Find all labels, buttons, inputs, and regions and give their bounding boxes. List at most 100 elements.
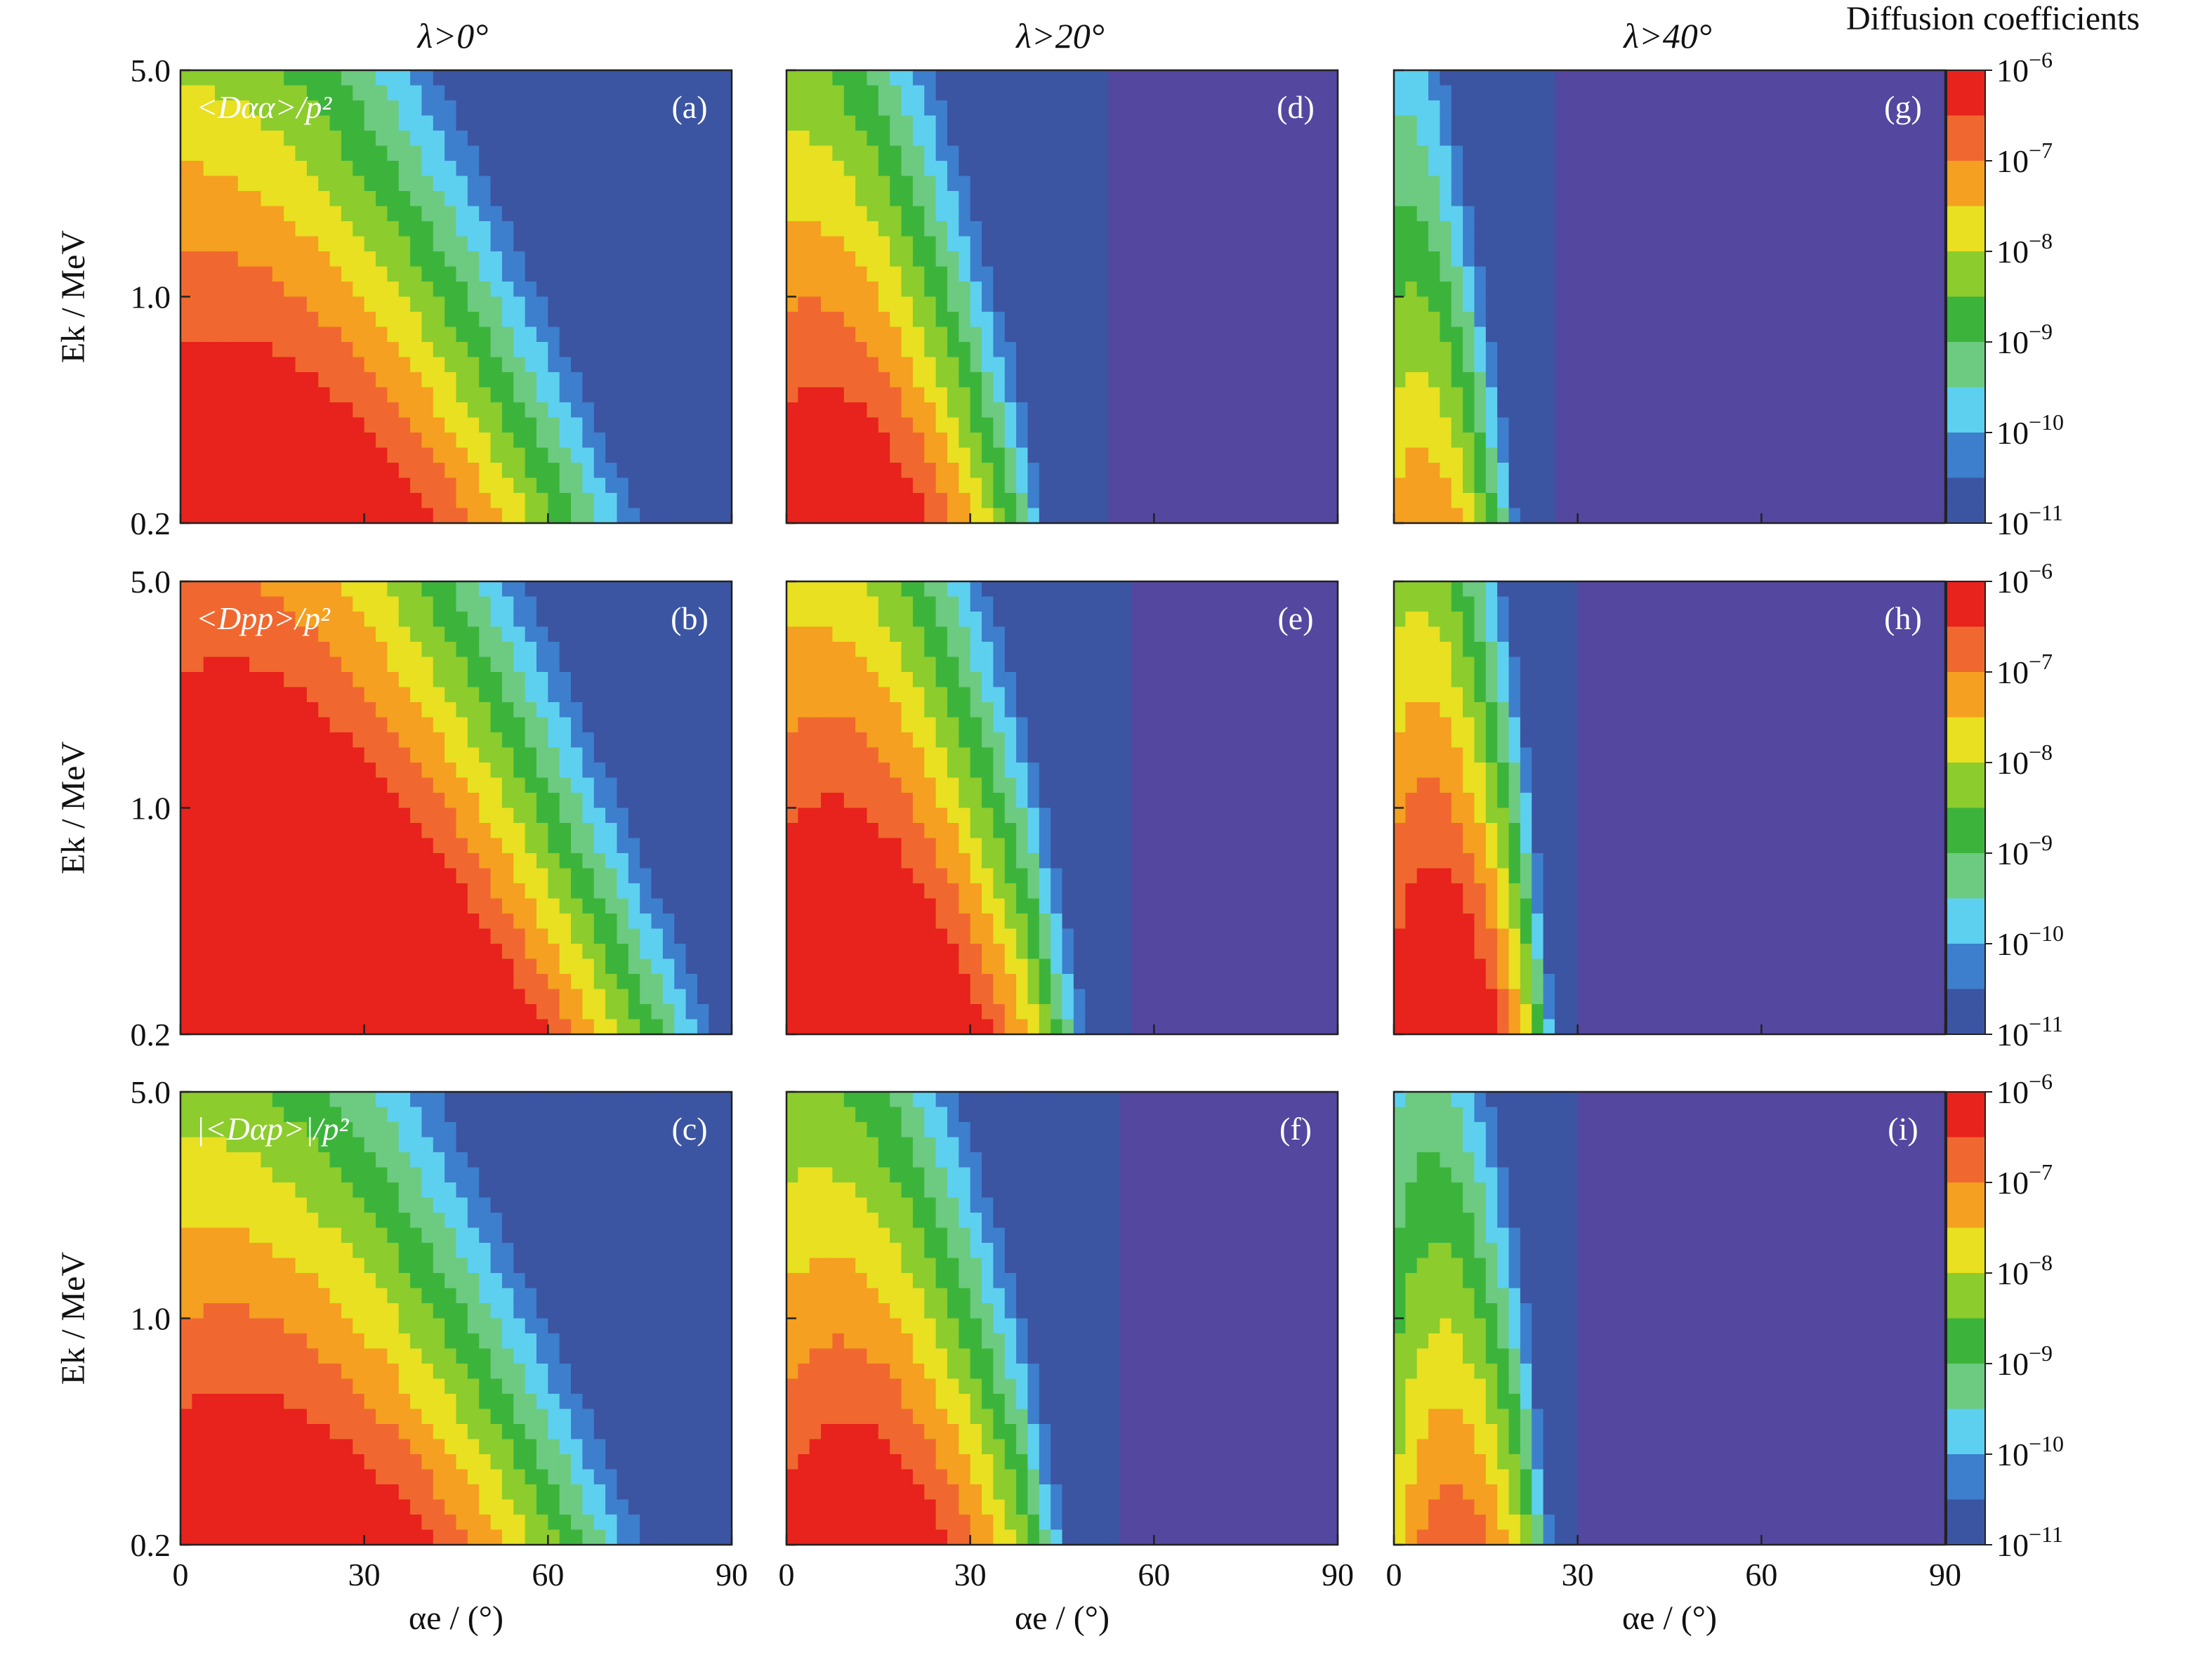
heatmap-cell [821, 493, 834, 509]
heatmap-cell [640, 1378, 652, 1394]
heatmap-cell [433, 387, 445, 403]
heatmap-cell [490, 447, 503, 463]
heatmap-cell [697, 1409, 709, 1425]
heatmap-cell [559, 1258, 572, 1274]
heatmap-cell [559, 777, 572, 793]
heatmap-cell [605, 596, 618, 612]
heatmap-cell [295, 1303, 308, 1319]
heatmap-cell [513, 702, 526, 718]
heatmap-cell [272, 596, 284, 612]
heatmap-cell [720, 85, 732, 101]
heatmap-cell [525, 1348, 537, 1364]
heatmap-cell [479, 883, 492, 899]
heatmap-cell [456, 868, 468, 884]
heatmap-cell [536, 251, 548, 268]
heatmap-cell [548, 1107, 560, 1123]
heatmap-cell [364, 1409, 376, 1425]
heatmap-cell [993, 357, 1006, 373]
heatmap-cell [628, 596, 640, 612]
heatmap-cell [203, 914, 216, 930]
heatmap-cell [571, 1167, 583, 1183]
heatmap-cell [662, 1318, 675, 1334]
heatmap-cell [272, 838, 284, 854]
heatmap-cell [674, 206, 687, 222]
heatmap-cell [709, 747, 721, 763]
heatmap-cell [353, 131, 365, 147]
heatmap-cell [456, 898, 468, 914]
heatmap-cell [341, 508, 353, 524]
heatmap-cell [559, 763, 572, 779]
heatmap-cell [617, 115, 629, 131]
heatmap-cell [215, 1197, 228, 1213]
heatmap-cell [501, 447, 514, 463]
heatmap-cell [855, 357, 868, 373]
heatmap-cell [901, 131, 914, 147]
heatmap-cell [628, 1197, 640, 1213]
heatmap-cell [640, 1439, 652, 1455]
heatmap-cell [651, 1394, 664, 1410]
heatmap-cell [832, 251, 845, 268]
heatmap-cell [605, 732, 618, 749]
heatmap-cell [445, 1227, 457, 1244]
heatmap-cell [959, 342, 971, 358]
heatmap-cell [709, 717, 721, 733]
heatmap-cell [376, 161, 388, 177]
heatmap-cell [398, 1197, 411, 1213]
heatmap-cell [387, 1258, 400, 1274]
heatmap-cell [398, 914, 411, 930]
heatmap-cell [376, 626, 388, 642]
heatmap-cell [501, 1167, 514, 1183]
heatmap-cell [924, 251, 937, 268]
heatmap-cell [261, 823, 273, 839]
heatmap-cell [353, 1019, 365, 1035]
heatmap-cell [628, 433, 640, 449]
heatmap-cell [890, 191, 902, 207]
heatmap-cell [433, 131, 445, 147]
heatmap-cell [890, 100, 902, 117]
heatmap-cell [878, 206, 890, 222]
heatmap-cell [318, 687, 331, 703]
heatmap-cell [376, 1167, 388, 1183]
heatmap-cell [479, 626, 492, 642]
heatmap-cell [353, 763, 365, 779]
heatmap-cell [192, 1424, 204, 1440]
heatmap-cell [513, 838, 526, 854]
heatmap-cell [237, 1394, 250, 1410]
heatmap-cell [798, 206, 810, 222]
heatmap-cell [433, 1137, 445, 1153]
heatmap-cell [249, 1529, 262, 1545]
heatmap-cell [501, 131, 514, 147]
heatmap-cell [467, 1318, 480, 1334]
heatmap-cell [272, 1454, 284, 1470]
heatmap-cell [720, 1333, 732, 1350]
heatmap-cell [421, 191, 434, 207]
heatmap-cell [249, 612, 262, 628]
heatmap-cell [628, 1182, 640, 1199]
heatmap-cell [821, 145, 834, 161]
heatmap-cell [341, 1227, 353, 1244]
heatmap-cell [261, 161, 273, 177]
heatmap-cell [798, 145, 810, 161]
heatmap-cell [318, 1152, 331, 1168]
heatmap-cell [843, 327, 856, 343]
heatmap-cell [1004, 131, 1017, 147]
heatmap-cell [709, 612, 721, 628]
heatmap-cell [697, 581, 709, 598]
heatmap-cell [617, 702, 629, 718]
heatmap-cell [226, 1152, 239, 1168]
heatmap-cell [720, 145, 732, 161]
heatmap-cell [993, 477, 1006, 494]
heatmap-cell [192, 1258, 204, 1274]
heatmap-cell [353, 687, 365, 703]
heatmap-cell [912, 131, 925, 147]
heatmap-cell [398, 1137, 411, 1153]
heatmap-cell [821, 70, 834, 86]
heatmap-cell [433, 251, 445, 268]
heatmap-cell [559, 85, 572, 101]
heatmap-cell [924, 296, 937, 312]
heatmap-cell [353, 747, 365, 763]
heatmap-cell [180, 296, 192, 312]
heatmap-cell [809, 463, 822, 479]
heatmap-cell [467, 1258, 480, 1274]
heatmap-cell [295, 1394, 308, 1410]
